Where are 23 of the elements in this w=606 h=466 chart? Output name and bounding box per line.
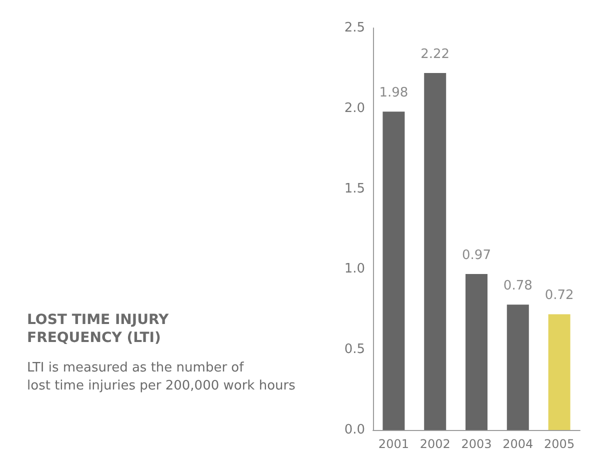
data-label: 1.98 [379, 86, 408, 101]
text: LOST TIME INJURY FREQUENCY (LTI) [27, 312, 170, 346]
y-tick-label: 0.0 [344, 422, 365, 438]
data-label: 0.78 [503, 278, 532, 294]
x-tick-label: 2004 [502, 437, 534, 451]
bar [548, 314, 570, 430]
bar [506, 304, 529, 430]
bar [466, 274, 488, 430]
bar [382, 112, 405, 430]
y-tick-label: 1.5 [344, 181, 365, 196]
bar [424, 73, 446, 430]
x-tick-label: 2002 [420, 437, 450, 451]
text: LTI is measured as the number of lost time injuries per 200,000 work hours [27, 360, 296, 394]
x-tick-label: 2005 [544, 437, 575, 451]
data-label: 0.97 [462, 248, 491, 264]
x-tick-label: 2003 [461, 437, 492, 451]
y-tick-label: 2.0 [344, 100, 365, 116]
y-tick-label: 2.5 [344, 20, 365, 36]
data-label: 2.22 [420, 47, 450, 62]
y-tick-label: 0.5 [344, 342, 365, 358]
y-tick-label: 1.0 [344, 262, 365, 277]
x-tick-label: 2001 [378, 437, 409, 451]
data-label: 0.72 [544, 288, 574, 304]
